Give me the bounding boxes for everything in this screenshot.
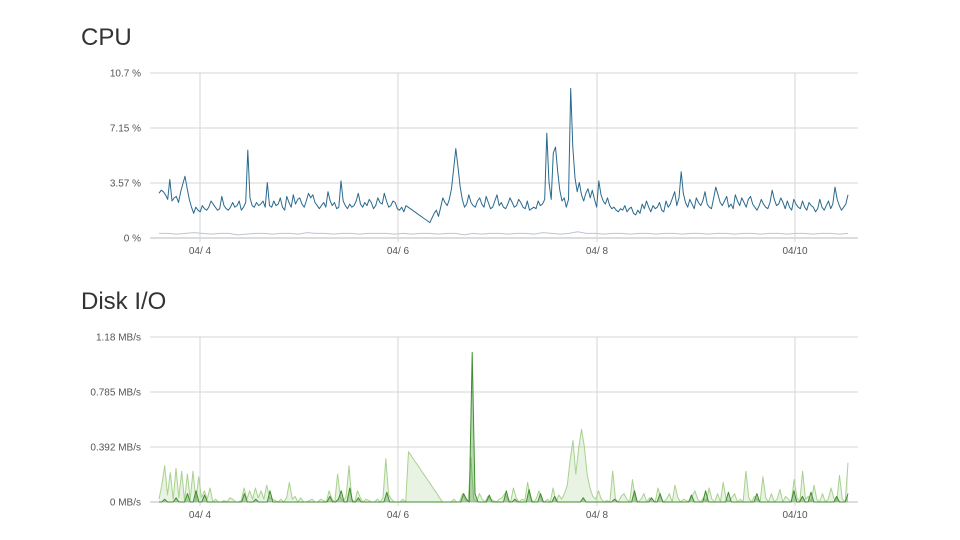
disk-io-panel: Disk I/O 0 MB/s 0.392 MB/s 0.785 MB/s 1.18 … <box>0 270 960 540</box>
disk-io-title: Disk I/O <box>81 288 167 315</box>
disk-x-tick-label: 04/ 6 <box>387 510 410 521</box>
cpu-panel: CPU 0 % 3.57 % 7.15 % 10.7 % 04/ 4 04/ 6 04/ 8… <box>81 24 858 257</box>
cpu-x-tick-label: 04/ 4 <box>189 246 212 257</box>
cpu-chart: 0 % 3.57 % 7.15 % 10.7 % 04/ 4 04/ 6 04/ 8 04/1… <box>110 69 858 257</box>
disk-x-tick-label: 04/ 4 <box>189 510 212 521</box>
cpu-x-tick-label: 04/10 <box>782 246 807 257</box>
disk-y-tick-label: 1.18 MB/s <box>96 333 141 344</box>
cpu-x-tick-label: 04/ 6 <box>387 246 410 257</box>
cpu-y-tick-label: 7.15 % <box>110 124 141 135</box>
disk-series-1-line <box>158 428 849 503</box>
cpu-y-tick-label: 3.57 % <box>110 179 141 190</box>
disk-y-tick-label: 0 MB/s <box>110 498 141 509</box>
disk-io-chart: 0 MB/s 0.392 MB/s 0.785 MB/s 1.18 MB/s 04/ 4… <box>90 333 858 521</box>
cpu-series-1-line <box>158 87 849 224</box>
cpu-series-2-line <box>159 231 849 236</box>
disk-series-1-area <box>159 429 848 502</box>
cpu-title: CPU <box>81 24 132 51</box>
cpu-x-tick-label: 04/ 8 <box>586 246 609 257</box>
disk-x-tick-label: 04/ 8 <box>586 510 609 521</box>
disk-series-2-line <box>159 351 849 503</box>
cpu-y-tick-label: 0 % <box>124 234 141 245</box>
disk-x-tick-label: 04/10 <box>782 510 807 521</box>
cpu-y-tick-label: 10.7 % <box>110 69 141 80</box>
disk-y-tick-label: 0.785 MB/s <box>90 388 141 399</box>
disk-y-tick-label: 0.392 MB/s <box>90 443 141 454</box>
